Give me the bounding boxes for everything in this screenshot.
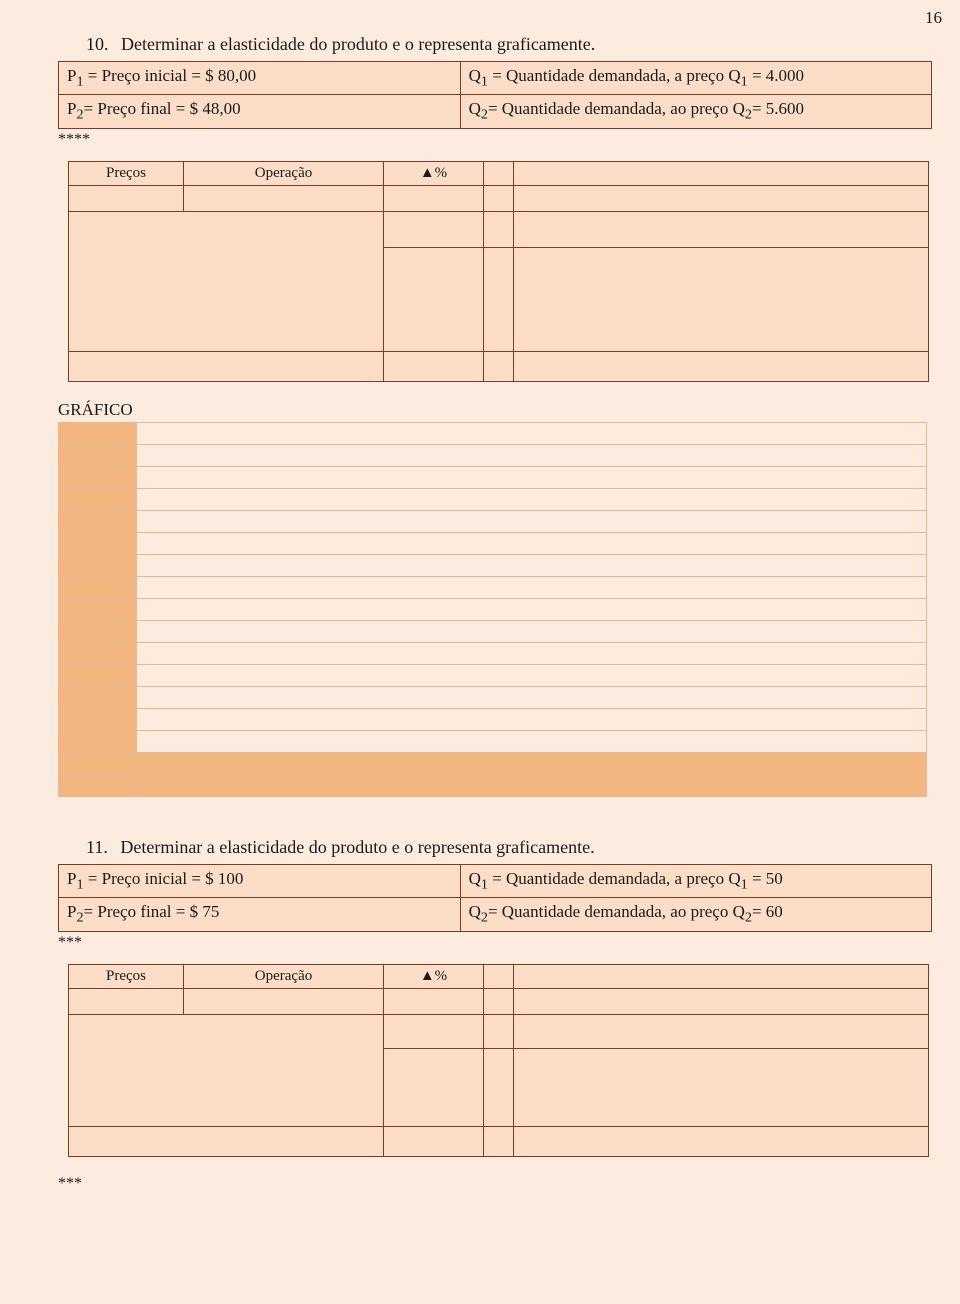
- section1-asterisks: ****: [58, 131, 932, 149]
- col-operacao-2: Operação: [184, 964, 384, 988]
- grafico-chart: [58, 422, 927, 797]
- section2-data-table: P1 = Preço inicial = $ 100 Q1 = Quantida…: [58, 864, 932, 932]
- page-number: 16: [925, 8, 942, 28]
- p1-cell: P1 = Preço inicial = $ 80,00: [59, 62, 461, 95]
- section2-num: 11.: [86, 837, 108, 857]
- p2-cell: P2= Preço final = $ 48,00: [59, 95, 461, 128]
- col-precos-2: Preços: [69, 964, 184, 988]
- table-row: P1 = Preço inicial = $ 100 Q1 = Quantida…: [59, 864, 932, 897]
- q1-cell-2: Q1 = Quantidade demandada, a preço Q1 = …: [460, 864, 931, 897]
- q2-cell: Q2= Quantidade demandada, ao preço Q2= 5…: [460, 95, 931, 128]
- op-table-1: Preços Operação ▲%: [68, 161, 929, 382]
- section1-heading: 10. Determinar a elasticidade do produto…: [86, 34, 932, 55]
- footer-asterisks: ***: [58, 1175, 932, 1193]
- gap-cell: [484, 161, 514, 185]
- p2-cell-2: P2= Preço final = $ 75: [59, 898, 461, 931]
- table-row: P1 = Preço inicial = $ 80,00 Q1 = Quanti…: [59, 62, 932, 95]
- col-precos: Preços: [69, 161, 184, 185]
- section1-data-table: P1 = Preço inicial = $ 80,00 Q1 = Quanti…: [58, 61, 932, 129]
- section2-asterisks: ***: [58, 934, 932, 952]
- section1-num: 10.: [86, 34, 109, 54]
- grafico-label: GRÁFICO: [58, 400, 932, 420]
- rest-cell-2: [514, 964, 929, 988]
- gap-cell-2: [484, 964, 514, 988]
- op-table-2: Preços Operação ▲%: [68, 964, 929, 1157]
- q2-cell-2: Q2= Quantidade demandada, ao preço Q2= 6…: [460, 898, 931, 931]
- rest-cell: [514, 161, 929, 185]
- col-operacao: Operação: [184, 161, 384, 185]
- col-delta: ▲%: [384, 161, 484, 185]
- section2-heading: 11. Determinar a elasticidade do produto…: [86, 837, 932, 858]
- p1-cell-2: P1 = Preço inicial = $ 100: [59, 864, 461, 897]
- section1-title: Determinar a elasticidade do produto e o…: [121, 34, 595, 54]
- q1-cell: Q1 = Quantidade demandada, a preço Q1 = …: [460, 62, 931, 95]
- table-row: P2= Preço final = $ 75 Q2= Quantidade de…: [59, 898, 932, 931]
- table-row: P2= Preço final = $ 48,00 Q2= Quantidade…: [59, 95, 932, 128]
- col-delta-2: ▲%: [384, 964, 484, 988]
- section2-title: Determinar a elasticidade do produto e o…: [120, 837, 594, 857]
